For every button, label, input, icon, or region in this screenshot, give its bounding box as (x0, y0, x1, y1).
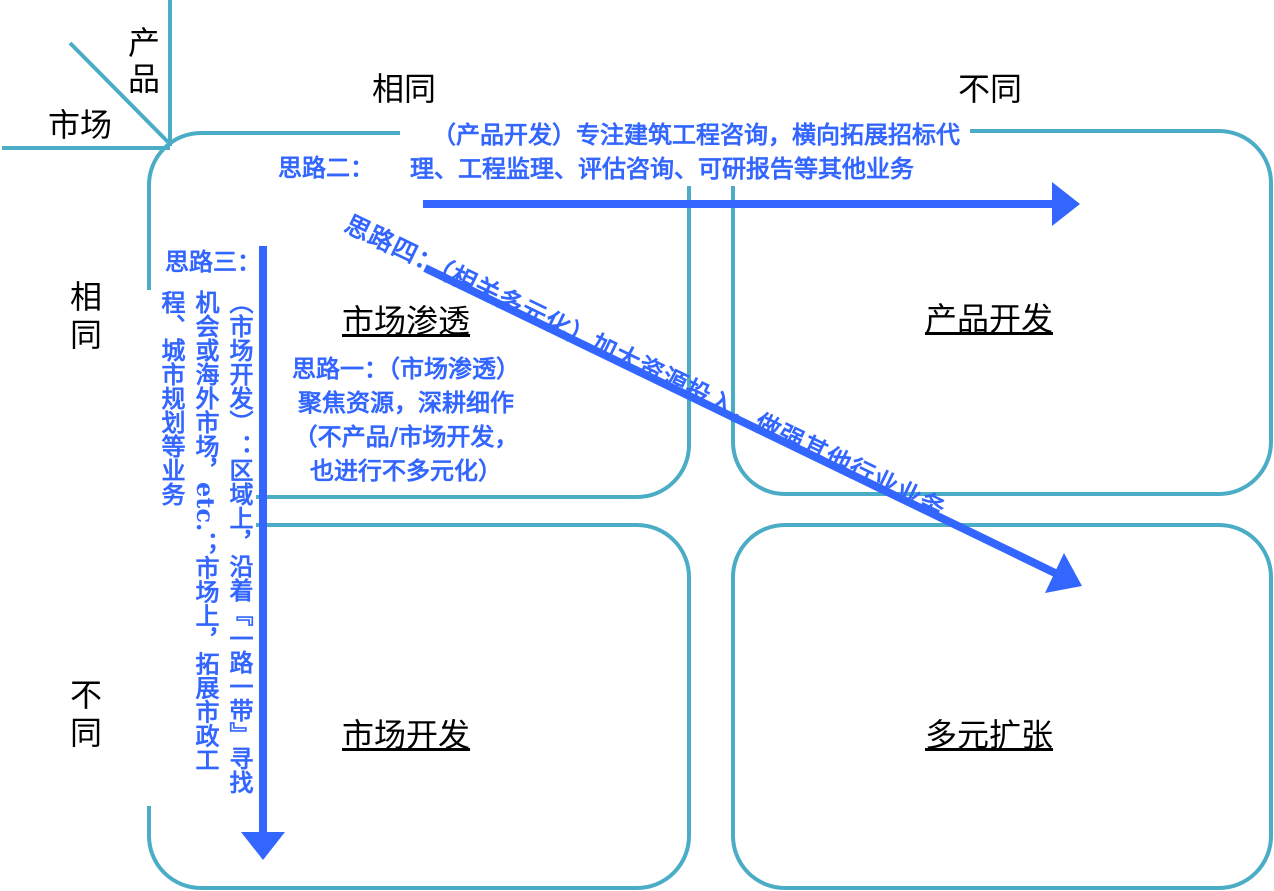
idea-two-line: 理、工程监理、评估咨询、可研报告等其他业务 (410, 154, 914, 183)
idea-two-title: 思路二： (278, 153, 374, 182)
idea-two-line: （产品开发）专注建筑工程咨询，横向拓展招标代 (432, 120, 960, 149)
idea-three-title: 思路三： (165, 242, 261, 277)
quadrant-market-development: 市场开发 (342, 716, 471, 754)
idea-one-title: 思路一：（市场渗透） (292, 354, 520, 383)
quadrant-diversification: 多元扩张 (925, 716, 1054, 754)
idea-two-text: （产品开发）专注建筑工程咨询，横向拓展招标代 理、工程监理、评估咨询、可研报告等… (400, 118, 970, 186)
header-diagonal-line (68, 41, 170, 144)
row-label-different: 不同 (70, 676, 103, 752)
quadrant-market-penetration: 市场渗透 (342, 302, 471, 340)
column-label-same: 相同 (372, 70, 437, 108)
quadrant-box-bottom-right (731, 523, 1273, 890)
corner-market-label: 市场 (48, 106, 113, 144)
column-label-different: 不同 (958, 70, 1023, 108)
idea-three-text: （市场开发）：区域上，沿着『一路一带』寻找机会或海外市场，etc.；市场上，拓展… (146, 290, 256, 806)
idea-one-text: 思路一：（市场渗透） 聚焦资源，深耕细作 （不产品/市场开发， 也进行不多元化） (292, 352, 520, 488)
quadrant-product-development: 产品开发 (925, 300, 1054, 338)
row-label-same: 相同 (70, 278, 103, 354)
idea-one-line: 聚焦资源，深耕细作 (298, 388, 514, 417)
idea-one-line: （不产品/市场开发， (293, 422, 519, 451)
idea-one-line: 也进行不多元化） (310, 456, 502, 485)
corner-product-label: 产品 (128, 24, 161, 98)
